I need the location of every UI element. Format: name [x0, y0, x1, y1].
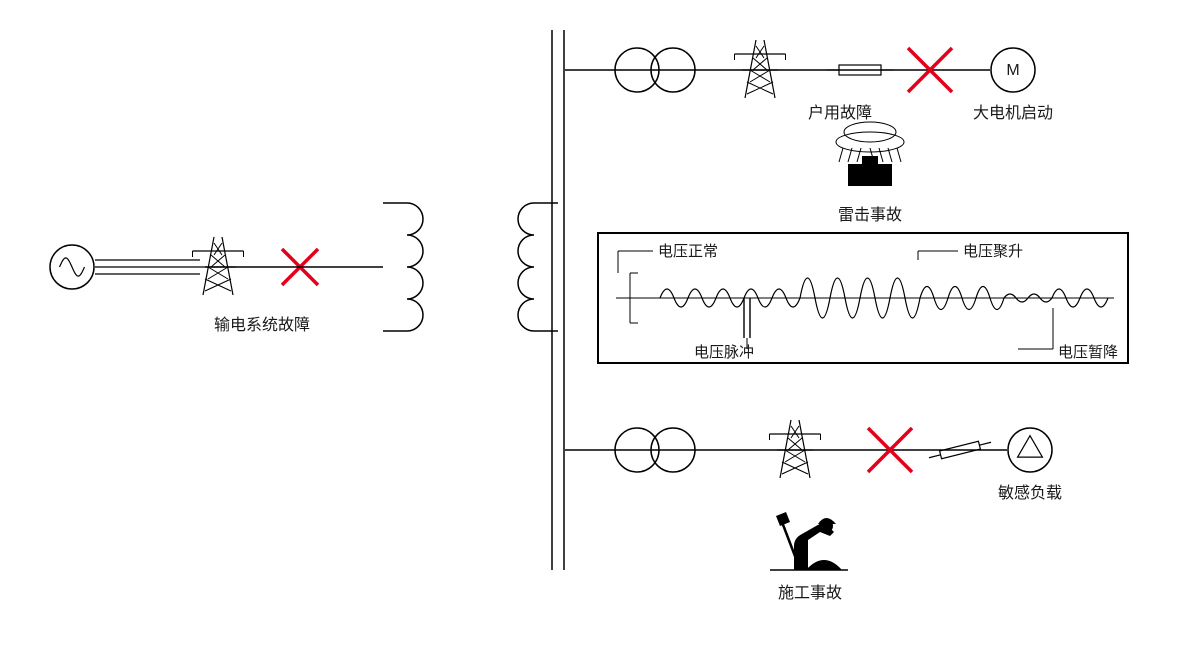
- label-motor-start: 大电机启动: [973, 104, 1053, 122]
- label-voltage-normal: 电压正常: [658, 243, 718, 260]
- label-user-fault: 户用故障: [808, 104, 872, 122]
- branch-top: M 户用故障 大电机启动: [565, 40, 1053, 122]
- transmission-tower-icon: [735, 40, 786, 98]
- transmission-tower-icon: [193, 237, 244, 295]
- transmission-tower-icon: [770, 420, 821, 478]
- label-voltage-pulse: 电压脉冲: [694, 344, 754, 361]
- transformer-icon: [383, 30, 564, 570]
- label-construction-accident: 施工事故: [778, 584, 842, 602]
- label-voltage-sag: 电压暂降: [1058, 344, 1118, 361]
- construction-worker-icon: [770, 512, 848, 570]
- svg-text:M: M: [1006, 62, 1019, 79]
- lightning-event: 雷击事故: [836, 122, 904, 224]
- label-lightning: 雷击事故: [838, 206, 902, 224]
- lightning-strike-icon: [836, 122, 904, 186]
- branch-bottom: 敏感负载施工事故: [565, 420, 1062, 602]
- label-transmission-fault: 输电系统故障: [214, 316, 310, 334]
- label-sensitive-load: 敏感负载: [998, 484, 1062, 502]
- waveform-panel: 电压正常 电压聚升电压脉冲 电压暂降: [598, 233, 1128, 363]
- label-voltage-swell: 电压聚升: [963, 243, 1023, 260]
- transmission-side: 输电系统故障: [50, 237, 383, 334]
- power-quality-diagram: 输电系统故障 M 户用故障 大电机启动雷击事故电压正常 电压聚升电压脉冲 电压暂降敏感负载…: [0, 0, 1200, 649]
